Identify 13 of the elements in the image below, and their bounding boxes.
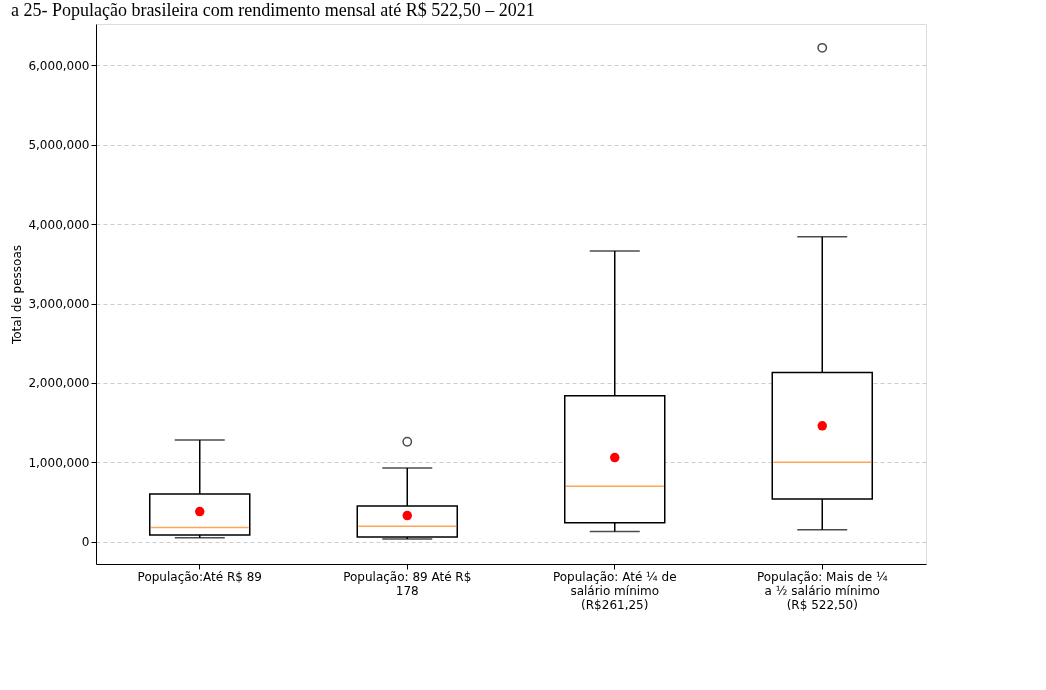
chart-title: a 25- População brasileira com rendimento mensal até R$ 522,50 – 2021 <box>10 0 535 20</box>
y-tick-label: 1,000,000 <box>28 455 90 470</box>
y-tick-label: 4,000,000 <box>28 217 90 232</box>
x-tick-label: População: Até ¼ de salário mínimo (R$261,25) <box>552 569 677 612</box>
y-tick-label: 6,000,000 <box>28 58 90 73</box>
y-tick-label: 5,000,000 <box>28 138 90 153</box>
x-tick-label: População:Até R$ 89 <box>137 569 262 584</box>
y-tick-label: 2,000,000 <box>28 376 90 391</box>
y-axis-title: Total de pessoas <box>10 244 25 346</box>
x-tick-label: População: Mais de ¼ a ½ salário mínimo (R$ 522,50) <box>756 569 888 612</box>
y-tick-label: 0 <box>81 535 90 550</box>
x-tick-label: População: 89 Até R$ 178 <box>343 569 472 598</box>
y-tick-label: 3,000,000 <box>28 297 90 312</box>
